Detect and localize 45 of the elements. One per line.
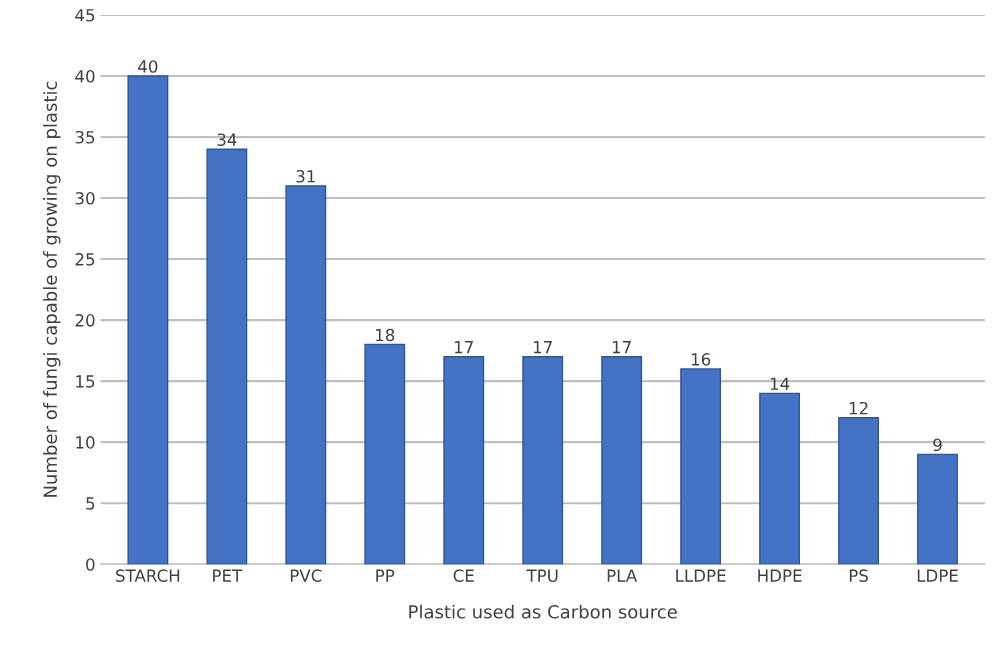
x-tick-label: PS — [849, 569, 868, 582]
data-label: 17 — [533, 341, 552, 354]
x-axis-title: Plastic used as Carbon source — [409, 604, 677, 619]
x-tick-label: HDPE — [758, 569, 802, 582]
data-label: 18 — [376, 328, 395, 342]
y-tick-label: 35 — [75, 130, 95, 144]
x-tick-label: LDPE — [917, 569, 958, 582]
bar — [127, 75, 169, 565]
y-tick-label: 15 — [76, 375, 95, 388]
x-tick-label: PLA — [607, 569, 638, 582]
bar — [759, 392, 801, 565]
bar — [917, 453, 958, 565]
y-tick-label: 20 — [75, 314, 95, 327]
bar — [680, 368, 722, 565]
data-label: 16 — [691, 353, 711, 366]
bar — [285, 185, 327, 565]
y-tick-label: 25 — [75, 253, 95, 266]
bar — [206, 148, 248, 565]
bar — [364, 343, 406, 565]
data-label: 17 — [612, 341, 631, 354]
y-tick-label: 10 — [76, 436, 95, 449]
data-label: 17 — [454, 341, 473, 354]
bar — [838, 417, 879, 565]
x-tick-label: CE — [453, 569, 474, 582]
x-tick-label: PVC — [290, 569, 322, 582]
data-label: 34 — [217, 133, 237, 146]
data-label: 31 — [296, 169, 315, 183]
y-tick-label: 45 — [75, 9, 95, 22]
data-label: 40 — [138, 60, 158, 73]
y-tick-label: 5 — [86, 497, 95, 510]
bar — [601, 356, 643, 565]
data-label: 12 — [849, 401, 868, 415]
x-tick-label: PET — [213, 569, 243, 582]
x-tick-label: STARCH — [116, 569, 180, 582]
bar — [443, 356, 485, 565]
y-tick-label: 0 — [86, 558, 95, 571]
data-label: 9 — [933, 438, 942, 452]
x-tick-label: TPU — [526, 569, 558, 582]
bar — [522, 356, 564, 565]
y-axis-title: Number of fungi capable of growing on plastic — [43, 81, 61, 497]
y-tick-label: 40 — [75, 69, 95, 83]
y-tick-label: 30 — [75, 192, 95, 205]
x-tick-label: LLDPE — [676, 569, 726, 582]
data-label: 14 — [770, 377, 790, 390]
x-tick-label: PP — [376, 569, 395, 582]
